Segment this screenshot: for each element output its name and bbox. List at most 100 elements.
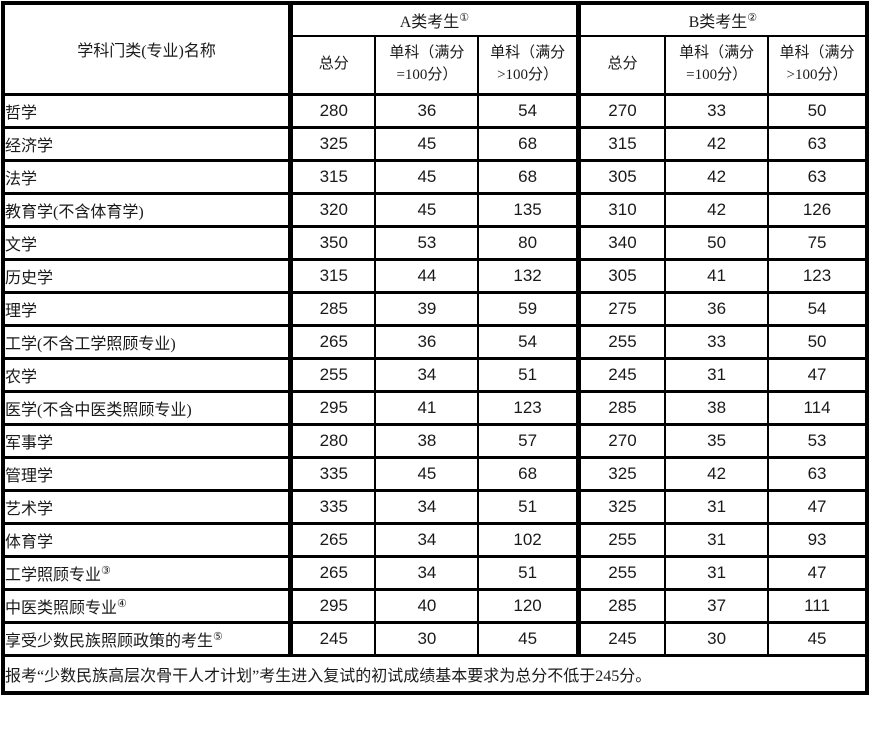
column-header-a-single-100: 单科（满分 =100分） bbox=[374, 35, 480, 96]
score-cell: 320 bbox=[288, 192, 377, 228]
score-cell: 59 bbox=[477, 291, 580, 327]
subject-label-cell: 农学 bbox=[2, 357, 292, 393]
row-label: 历史学 bbox=[5, 270, 54, 287]
score-cell: 285 bbox=[575, 588, 667, 624]
row-label: 法学 bbox=[5, 171, 38, 188]
score-cell: 54 bbox=[477, 324, 580, 360]
score-cell: 42 bbox=[664, 456, 770, 492]
table-body: 哲学 280 36 54 270 33 50 经济学 325 45 68 315… bbox=[2, 93, 868, 657]
row-label: 体育学 bbox=[5, 534, 54, 551]
group-header-a: A类考生① bbox=[288, 2, 580, 37]
score-cell: 340 bbox=[575, 225, 667, 261]
score-cell: 51 bbox=[477, 555, 580, 591]
score-cell: 45 bbox=[374, 456, 480, 492]
table-header: 学科门类(专业)名称 A类考生① B类考生② 总分 单科（满分 =100分） 单… bbox=[2, 2, 868, 96]
score-cell: 34 bbox=[374, 522, 480, 558]
row-footnote-mark: ⑤ bbox=[213, 630, 223, 643]
score-cell: 68 bbox=[477, 159, 580, 195]
score-cell: 31 bbox=[664, 522, 770, 558]
score-cell: 51 bbox=[477, 489, 580, 525]
row-label: 享受少数民族照顾政策的考生 bbox=[5, 633, 214, 650]
score-cell: 335 bbox=[288, 489, 377, 525]
score-cell: 270 bbox=[575, 93, 667, 129]
column-header-subject: 学科门类(专业)名称 bbox=[2, 2, 292, 96]
row-label: 工学(不含工学照顾专业) bbox=[5, 336, 176, 353]
score-cell: 325 bbox=[575, 489, 667, 525]
score-cell: 31 bbox=[664, 555, 770, 591]
score-cell: 63 bbox=[767, 126, 868, 162]
score-cell: 325 bbox=[288, 126, 377, 162]
page: 学科门类(专业)名称 A类考生① B类考生② 总分 单科（满分 =100分） 单… bbox=[1, 1, 869, 695]
row-label: 管理学 bbox=[5, 468, 54, 485]
score-cell: 36 bbox=[374, 93, 480, 129]
score-cell: 53 bbox=[374, 225, 480, 261]
score-cell: 63 bbox=[767, 456, 868, 492]
score-cell: 36 bbox=[664, 291, 770, 327]
score-cell: 42 bbox=[664, 159, 770, 195]
score-cell: 34 bbox=[374, 555, 480, 591]
score-cell: 50 bbox=[767, 93, 868, 129]
table-row: 农学 255 34 51 245 31 47 bbox=[2, 357, 868, 393]
score-cell: 53 bbox=[767, 423, 868, 459]
row-label: 中医类照顾专业 bbox=[5, 600, 118, 617]
subject-label-cell: 法学 bbox=[2, 159, 292, 195]
row-label: 艺术学 bbox=[5, 501, 54, 518]
group-b-label: B类考生 bbox=[688, 14, 748, 31]
group-a-footnote-mark: ① bbox=[459, 11, 470, 24]
row-label: 医学(不含中医类照顾专业) bbox=[5, 402, 192, 419]
score-cell: 30 bbox=[664, 621, 770, 657]
score-cell: 305 bbox=[575, 159, 667, 195]
score-cell: 35 bbox=[664, 423, 770, 459]
score-cell: 41 bbox=[374, 390, 480, 426]
score-cell: 39 bbox=[374, 291, 480, 327]
score-cell: 31 bbox=[664, 489, 770, 525]
score-cell: 41 bbox=[664, 258, 770, 294]
subject-label-cell: 艺术学 bbox=[2, 489, 292, 525]
score-cell: 54 bbox=[477, 93, 580, 129]
column-header-b-single-100: 单科（满分 =100分） bbox=[664, 35, 770, 96]
table-row: 艺术学 335 34 51 325 31 47 bbox=[2, 489, 868, 525]
subject-label-cell: 教育学(不含体育学) bbox=[2, 192, 292, 228]
score-cell: 350 bbox=[288, 225, 377, 261]
score-cell: 335 bbox=[288, 456, 377, 492]
score-cell: 45 bbox=[374, 159, 480, 195]
score-cell: 37 bbox=[664, 588, 770, 624]
score-cell: 255 bbox=[575, 555, 667, 591]
score-cell: 285 bbox=[288, 291, 377, 327]
subject-label-cell: 享受少数民族照顾政策的考生⑤ bbox=[2, 621, 292, 657]
score-cell: 75 bbox=[767, 225, 868, 261]
table-row: 教育学(不含体育学) 320 45 135 310 42 126 bbox=[2, 192, 868, 228]
subject-label-cell: 体育学 bbox=[2, 522, 292, 558]
row-label: 教育学(不含体育学) bbox=[5, 204, 144, 221]
table-row: 体育学 265 34 102 255 31 93 bbox=[2, 522, 868, 558]
score-cell: 42 bbox=[664, 192, 770, 228]
table-row: 管理学 335 45 68 325 42 63 bbox=[2, 456, 868, 492]
score-cell: 68 bbox=[477, 126, 580, 162]
group-b-footnote-mark: ② bbox=[747, 11, 758, 24]
row-footnote-mark: ③ bbox=[101, 564, 111, 577]
table-row: 理学 285 39 59 275 36 54 bbox=[2, 291, 868, 327]
score-cell: 280 bbox=[288, 423, 377, 459]
table-row: 文学 350 53 80 340 50 75 bbox=[2, 225, 868, 261]
score-cell: 315 bbox=[288, 159, 377, 195]
subject-label-cell: 工学(不含工学照顾专业) bbox=[2, 324, 292, 360]
score-cell: 255 bbox=[288, 357, 377, 393]
table-row: 法学 315 45 68 305 42 63 bbox=[2, 159, 868, 195]
score-cell: 275 bbox=[575, 291, 667, 327]
score-cell: 34 bbox=[374, 357, 480, 393]
score-cell: 315 bbox=[288, 258, 377, 294]
score-cell: 245 bbox=[575, 621, 667, 657]
row-label: 工学照顾专业 bbox=[5, 567, 102, 584]
row-footnote-mark: ④ bbox=[117, 597, 127, 610]
table-row: 军事学 280 38 57 270 35 53 bbox=[2, 423, 868, 459]
score-cell: 126 bbox=[767, 192, 868, 228]
subject-label-cell: 管理学 bbox=[2, 456, 292, 492]
row-label: 经济学 bbox=[5, 138, 54, 155]
table-footer: 报考“少数民族高层次骨干人才计划”考生进入复试的初试成绩基本要求为总分不低于24… bbox=[2, 654, 868, 694]
score-cell: 63 bbox=[767, 159, 868, 195]
table-row: 哲学 280 36 54 270 33 50 bbox=[2, 93, 868, 129]
column-header-a-single-over100: 单科（满分 >100分） bbox=[477, 35, 580, 96]
score-cell: 36 bbox=[374, 324, 480, 360]
table-row: 医学(不含中医类照顾专业) 295 41 123 285 38 114 bbox=[2, 390, 868, 426]
score-cell: 255 bbox=[575, 324, 667, 360]
